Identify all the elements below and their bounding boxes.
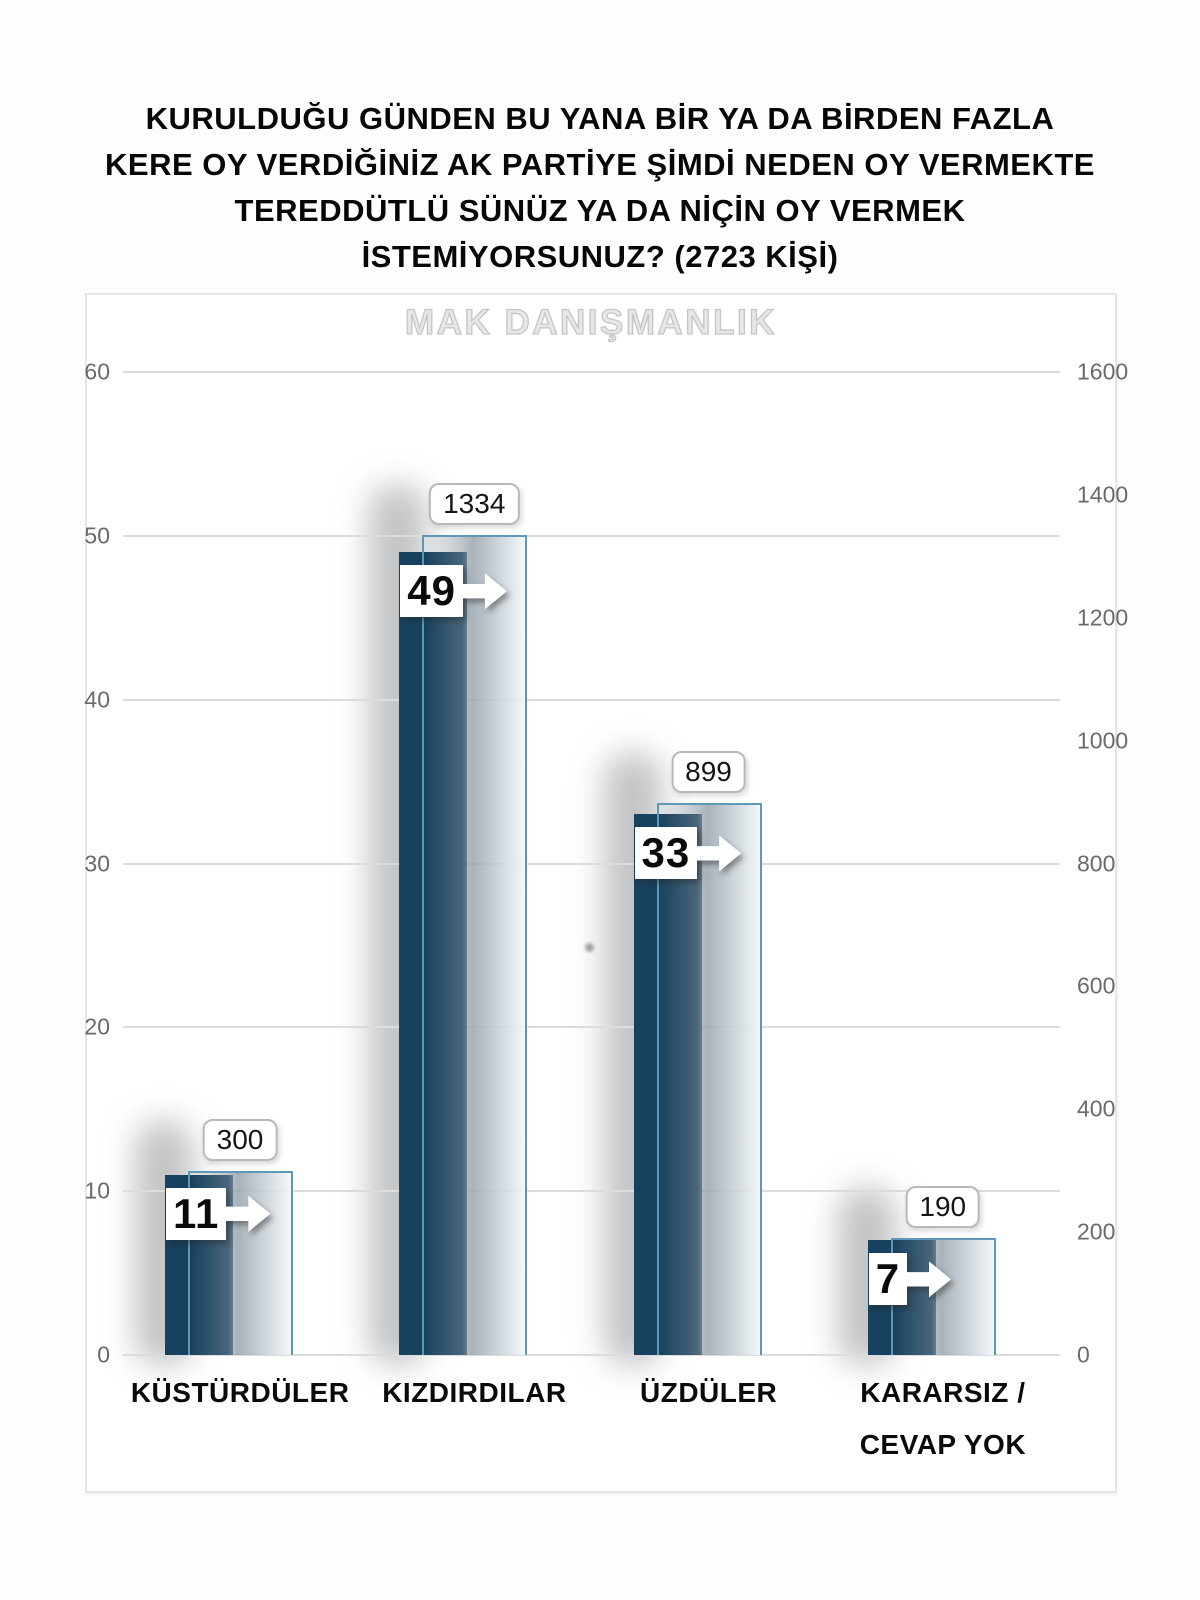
count-bar <box>422 535 528 1355</box>
y-axis-tick-left: 50 <box>84 522 110 549</box>
y-axis-tick-left: 30 <box>84 850 110 876</box>
count-value-label: 899 <box>671 750 746 793</box>
title-line: KURULDUĞU GÜNDEN BU YANA BİR YA DA BİRDE… <box>145 101 1055 136</box>
percent-value-callout: 33 <box>634 827 742 880</box>
title-line: İSTEMİYORSUNUZ? (2723 KİŞİ) <box>361 239 839 274</box>
y-axis-tick-right: 1400 <box>1077 481 1129 508</box>
count-value-label: 190 <box>905 1186 981 1229</box>
category-label: KÜSTÜRDÜLER <box>130 1377 350 1408</box>
category-label: ÜZDÜLER <box>639 1377 778 1408</box>
y-axis-tick-right: 200 <box>1077 1218 1116 1245</box>
gridline <box>123 1026 1060 1029</box>
gridline <box>123 1190 1060 1193</box>
y-axis-tick-right: 800 <box>1077 850 1116 876</box>
count-value-label: 300 <box>202 1118 278 1161</box>
watermark: MAK DANIŞMANLIK <box>404 302 777 342</box>
arrow-right-icon <box>905 1261 952 1298</box>
arrow-right-icon <box>224 1195 271 1232</box>
title-line: TEREDDÜTLÜ SÜNÜZ YA DA NİÇİN OY VERMEK <box>234 193 966 228</box>
arrow-right-icon <box>695 835 742 872</box>
gridline <box>123 862 1060 865</box>
percent-value: 7 <box>868 1253 908 1306</box>
percent-value: 33 <box>634 827 698 880</box>
category-label: KIZDIRDILAR <box>382 1377 567 1408</box>
count-bar <box>656 802 762 1355</box>
y-axis-tick-left: 0 <box>97 1341 110 1368</box>
title-line: KERE OY VERDİĞİNİZ AK PARTİYE ŞİMDİ NEDE… <box>105 147 1095 182</box>
y-axis-tick-right: 1200 <box>1077 604 1129 631</box>
category-label: KARARSIZ / CEVAP YOK <box>859 1377 1027 1460</box>
y-axis-tick-right: 600 <box>1077 972 1116 999</box>
percent-value-callout: 7 <box>868 1253 952 1306</box>
arrow-right-icon <box>460 573 507 610</box>
speck-artifact <box>585 943 594 952</box>
chart-question-title: KURULDUĞU GÜNDEN BU YANA BİR YA DA BİRDE… <box>40 96 1160 280</box>
y-axis-tick-right: 400 <box>1077 1095 1116 1122</box>
y-axis-tick-right: 0 <box>1077 1341 1090 1368</box>
y-axis-tick-left: 10 <box>84 1177 110 1204</box>
gridline <box>123 698 1060 701</box>
y-axis-tick-right: 1000 <box>1077 727 1129 754</box>
gridline <box>123 534 1060 537</box>
y-axis-tick-left: 40 <box>84 686 110 713</box>
percent-value: 11 <box>166 1187 227 1240</box>
percent-value-callout: 11 <box>166 1187 271 1240</box>
y-axis-tick-left: 60 <box>84 358 110 385</box>
y-axis-tick-right: 1600 <box>1077 358 1129 385</box>
count-bar <box>890 1238 996 1355</box>
count-value-label: 1334 <box>429 483 520 526</box>
gridline <box>123 371 1060 373</box>
percent-value-callout: 49 <box>400 565 507 618</box>
y-axis-tick-left: 20 <box>84 1013 110 1040</box>
percent-value: 49 <box>400 565 463 618</box>
gridline <box>123 1354 1060 1356</box>
